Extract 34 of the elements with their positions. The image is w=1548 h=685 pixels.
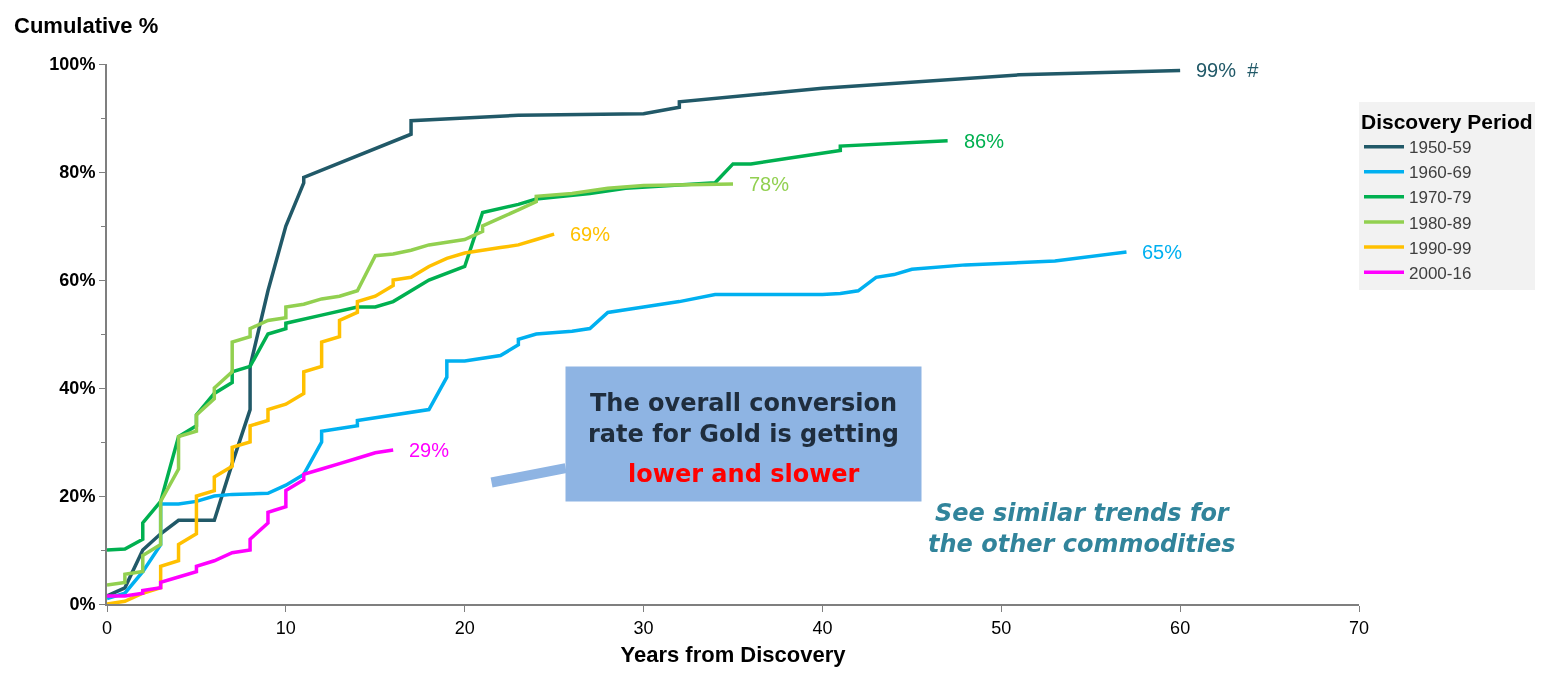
annotation: 99% # — [1196, 59, 1260, 81]
annotation: lower and slower — [628, 460, 860, 488]
legend-label: 2000-16 — [1409, 263, 1472, 283]
annotation: 69% — [570, 223, 611, 245]
legend-title: Discovery Period — [1361, 110, 1533, 134]
line-series — [107, 448, 395, 598]
annotation: 65% — [1142, 241, 1183, 263]
legend-label: 1990-99 — [1409, 238, 1472, 258]
y-axis-title: Cumulative % — [14, 13, 159, 38]
x-tick-label: 70 — [1348, 617, 1370, 638]
legend-label: 1970-79 — [1409, 188, 1472, 208]
y-tick-label: 40% — [59, 378, 96, 399]
line-series — [107, 232, 556, 604]
y-tick-label: 20% — [59, 486, 96, 507]
legend-label: 1960-69 — [1409, 163, 1472, 183]
x-tick-label: 30 — [633, 617, 654, 638]
annotation: The overall conversion rate for Gold is getting — [588, 389, 899, 449]
legend-label: 1980-89 — [1409, 213, 1472, 233]
annotation: 29% — [409, 439, 450, 461]
x-tick-label: 50 — [991, 617, 1012, 638]
y-tick-label: 100% — [49, 54, 96, 75]
x-tick-label: 40 — [812, 617, 833, 638]
y-tick-label: 80% — [59, 162, 96, 183]
x-tick-label: 10 — [275, 617, 296, 638]
y-tick-label: 0% — [69, 594, 96, 615]
legend-label: 1950-59 — [1409, 138, 1472, 158]
annotation: See similar trends for the other commodities — [928, 499, 1236, 559]
x-tick-label: 20 — [454, 617, 475, 638]
x-tick-label: 0 — [101, 617, 113, 638]
annotation: 86% — [964, 130, 1005, 152]
x-tick-label: 60 — [1170, 617, 1191, 638]
annotation: 78% — [749, 173, 790, 195]
y-tick-label: 60% — [59, 270, 96, 291]
x-axis-title: Years from Discovery — [620, 642, 847, 667]
